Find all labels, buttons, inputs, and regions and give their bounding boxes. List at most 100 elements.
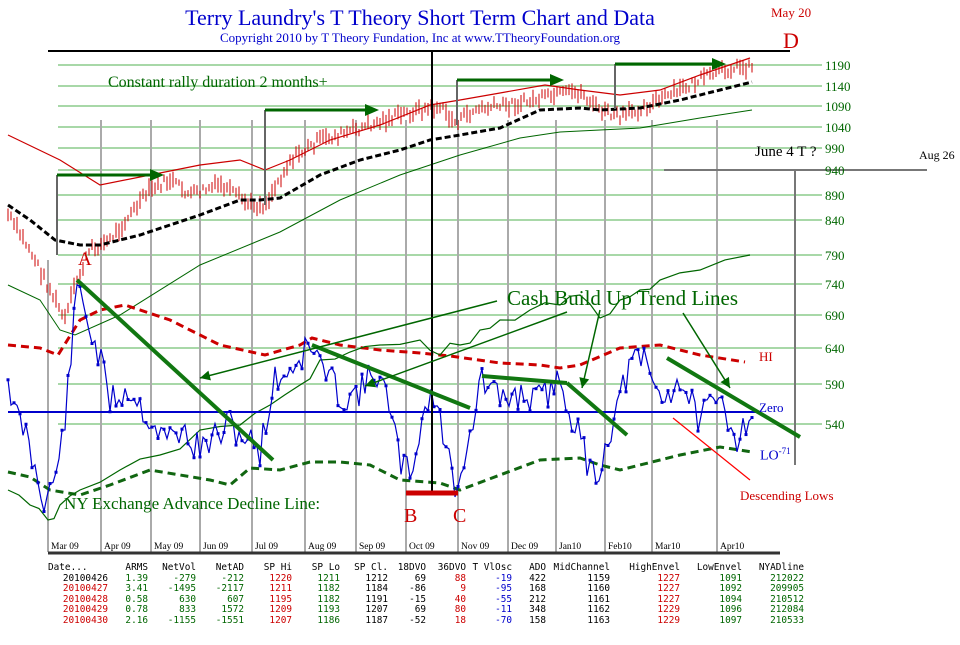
cell-tvlosc: -19 <box>495 572 512 584</box>
oscillator-point <box>444 445 448 449</box>
cell-netad: -212 <box>221 572 244 584</box>
column-header: Date... <box>48 562 88 573</box>
x-tick-label: Mar10 <box>655 542 681 552</box>
oscillator-point <box>552 392 556 396</box>
cell-date: 20100429 <box>62 604 108 615</box>
x-tick-label: May 09 <box>154 542 184 552</box>
t-theory-chart: 1190 1140 1090 1040 990 940 890 840 790 740 690 640… <box>6 50 927 555</box>
oscillator-point <box>396 438 400 442</box>
oscillator-point <box>30 466 34 470</box>
cell-dvo36: 88 <box>454 572 466 584</box>
oscillator-point <box>654 385 658 389</box>
cell-dvo36: 18 <box>454 614 466 626</box>
oscillator-point <box>660 400 664 404</box>
oscillator-point <box>150 425 154 429</box>
oscillator-point <box>96 363 100 367</box>
column-header: ADO <box>529 562 546 573</box>
cell-dvo36: 40 <box>454 593 466 605</box>
oscillator-point <box>258 464 262 468</box>
cell-splo: 1211 <box>317 572 340 584</box>
oscillator-point <box>492 380 496 384</box>
oscillator-point <box>498 404 502 408</box>
oscillator-point <box>288 366 292 370</box>
oscillator-point <box>564 409 568 413</box>
oscillator-point <box>468 429 472 433</box>
y-tick-label: 540 <box>825 417 845 432</box>
y-tick-label: 1040 <box>825 120 851 135</box>
cell-splo: 1182 <box>317 583 340 594</box>
annotation-D: D <box>783 28 799 53</box>
oscillator-point <box>318 354 322 358</box>
hi-band <box>7 303 746 370</box>
descending-lows-line <box>672 417 751 481</box>
cell-nyad: 212084 <box>770 604 804 615</box>
column-header: SP Lo <box>311 562 340 573</box>
cell-splo: 1182 <box>317 593 340 605</box>
oscillator-point <box>588 458 592 462</box>
cell-dvo18: 69 <box>414 604 426 615</box>
oscillator-point <box>18 412 22 416</box>
column-header: NYADline <box>758 562 804 573</box>
oscillator-point <box>300 367 304 371</box>
column-header: LowEnvel <box>696 562 742 573</box>
pointer-arrow-head <box>579 377 590 388</box>
x-tick-label: Mar 09 <box>51 542 79 552</box>
table-row: 20100428 0.58 630 607 1195 1182 1191 -15 40 -55 21… <box>48 593 804 606</box>
annotation-nyad: NY Exchange Advance Decline Line: <box>64 494 321 513</box>
oscillator-point <box>666 389 670 393</box>
cash-trend-line <box>665 356 802 439</box>
oscillator-point <box>108 410 112 414</box>
cell-mid: 1161 <box>587 593 610 605</box>
oscillator-point <box>744 433 748 437</box>
x-tick-label: Jan10 <box>559 542 581 552</box>
oscillator-point <box>600 468 604 472</box>
oscillator-point <box>540 388 544 392</box>
oscillator-point <box>270 396 274 400</box>
cell-spcl: 1184 <box>365 583 388 594</box>
column-header: 18DVO <box>397 562 426 573</box>
table-row: 20100427 3.41 -1495 -2117 1211 1182 1184 -86 9 -9… <box>48 583 804 595</box>
cell-tvlosc: -95 <box>495 583 512 594</box>
x-tick-label: Feb10 <box>608 542 632 552</box>
oscillator-point <box>738 437 742 441</box>
y-tick-label: 840 <box>825 213 845 228</box>
cell-netvol: -1495 <box>167 583 196 594</box>
cell-spcl: 1191 <box>365 593 388 605</box>
x-tick-label: Nov 09 <box>461 542 489 552</box>
cell-mid: 1162 <box>587 604 610 615</box>
oscillator-point <box>336 404 340 408</box>
oscillator-point <box>504 397 508 401</box>
oscillator-point <box>168 426 172 430</box>
cash-trend-line <box>565 381 629 437</box>
oscillator-point <box>192 456 196 460</box>
annotation-hi: HI <box>759 349 773 364</box>
oscillator-point <box>486 386 490 390</box>
oscillator-point <box>348 392 352 396</box>
oscillator-point <box>198 455 202 459</box>
nyad-line <box>7 254 751 521</box>
cell-tvlosc: -70 <box>495 614 512 626</box>
annotation-lo-value: -71 <box>778 446 791 456</box>
pointer-arrow <box>581 309 601 389</box>
pointer-arrow <box>682 312 731 389</box>
table-row: 20100430 2.16 -1155 -1551 1207 1186 1187 -52 18 -… <box>48 614 804 627</box>
column-header: T VlOsc <box>472 562 512 573</box>
table-row: 20100429 0.78 833 1572 1209 1193 1207 69 80 -11 34… <box>48 604 804 616</box>
column-header: 36DVO <box>437 562 466 573</box>
oscillator-point <box>642 346 646 350</box>
oscillator-point <box>438 408 442 412</box>
cell-arms: 1.39 <box>125 572 148 584</box>
rally-arrow-head <box>550 74 564 86</box>
cell-netvol: 630 <box>179 593 196 605</box>
cell-tvlosc: -55 <box>495 593 512 605</box>
oscillator-point <box>216 432 220 436</box>
oscillator-point <box>252 446 256 450</box>
x-tick-label: Jul 09 <box>255 542 278 552</box>
column-header: SP Hi <box>263 562 292 573</box>
cell-dvo18: -15 <box>409 593 426 605</box>
chart-copyright: Copyright 2010 by T Theory Fundation, In… <box>219 30 621 45</box>
oscillator-point <box>378 375 382 379</box>
cell-ado: 422 <box>529 572 546 584</box>
cell-sphi: 1209 <box>269 604 292 615</box>
annotation-aug26: Aug 26 <box>919 148 955 162</box>
